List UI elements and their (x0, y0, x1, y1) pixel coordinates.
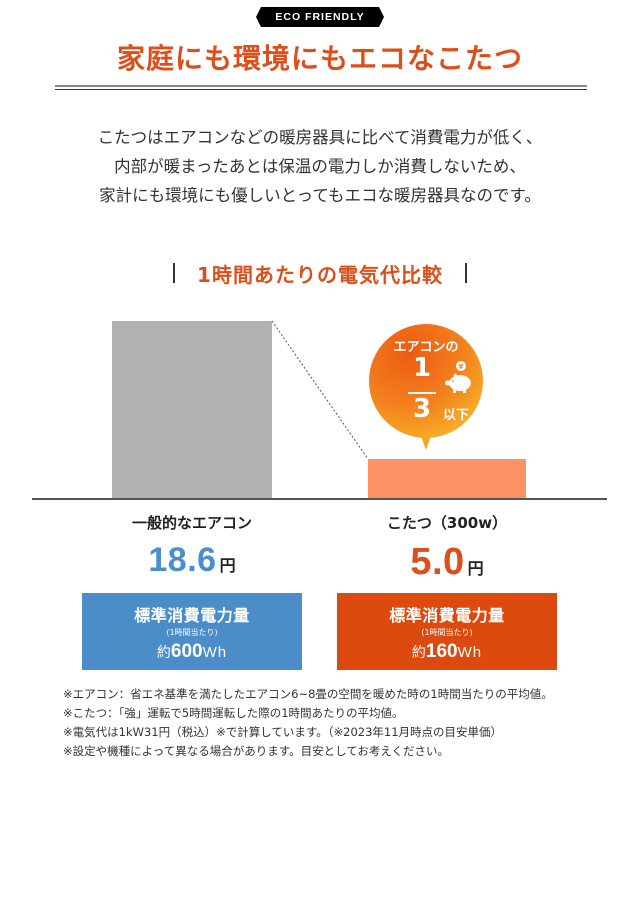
kotatsu-power-box: 標準消費電力量 (1時間当たり) 約160Wh (337, 593, 557, 670)
aircon-box-unit: Wh (202, 644, 228, 661)
aircon-cost-bar (112, 321, 272, 499)
fraction-bar (408, 392, 436, 394)
chart-baseline (32, 498, 607, 500)
footnote: ※こたつ：「強」運転で5時間運転した際の1時間あたりの平均値。 (63, 706, 404, 720)
aircon-power-box: 標準消費電力量 (1時間当たり) 約600Wh (82, 593, 302, 670)
aircon-box-subtitle: (1時間当たり) (166, 628, 218, 637)
section-heading-text: 1時間あたりの電気代比較 (197, 262, 443, 287)
kotatsu-box-value: 約160Wh (337, 641, 557, 663)
kotatsu-price: 5.0 円 (327, 541, 567, 585)
footnote: ※設定や機種によって異なる場合があります。目安としてお考えください。 (63, 744, 450, 758)
svg-text:¥: ¥ (459, 363, 464, 371)
footnotes: ※エアコン：省エネ基準を満たしたエアコン6~8畳の空間を暖めた時の1時間当たりの… (63, 685, 623, 761)
heading-right-bar (464, 263, 467, 283)
one-third-speech-bubble (369, 324, 483, 450)
kotatsu-box-number: 160 (425, 641, 458, 662)
page-title: 家庭にも環境にもエコなこたつ (116, 42, 523, 75)
section-heading: 1時間あたりの電気代比較 (0, 258, 640, 288)
fraction-numerator: 1 (412, 353, 432, 383)
kotatsu-box-prefix: 約 (411, 645, 426, 661)
kotatsu-price-unit: 円 (467, 559, 484, 578)
intro-line: こたつはエアコンなどの暖房器具に比べて消費電力が低く、 (97, 128, 543, 147)
aircon-box-prefix: 約 (156, 645, 171, 661)
fraction-suffix: 以下 (443, 408, 470, 423)
heading-left-bar (173, 263, 176, 283)
kotatsu-box-subtitle: (1時間当たり) (421, 628, 473, 637)
footnote: ※電気代は1kW31円（税込）※で計算しています。（※2023年11月時点の目安… (63, 725, 503, 739)
piggy-bank-yen-icon: ¥ (445, 361, 471, 393)
aircon-box-value: 約600Wh (82, 641, 302, 663)
title-double-rule (55, 85, 587, 90)
footnote: ※エアコン：省エネ基準を満たしたエアコン6~8畳の空間を暖めた時の1時間当たりの… (63, 687, 553, 701)
kotatsu-cost-bar (368, 459, 526, 499)
fraction-denominator: 3 (412, 394, 432, 424)
intro-line: 家計にも環境にも優しいとってもエコな暖房器具なのです。 (99, 186, 541, 205)
kotatsu-box-title: 標準消費電力量 (389, 606, 505, 625)
kotatsu-label: こたつ（300w） (386, 514, 508, 532)
kotatsu-box-unit: Wh (457, 644, 483, 661)
bubble-top-text: エアコンの (393, 340, 459, 355)
aircon-label: 一般的なエアコン (131, 514, 252, 532)
eco-friendly-badge: ECO FRIENDLY (256, 7, 384, 27)
aircon-price-value: 18.6 (148, 541, 217, 579)
intro-line: 内部が暖まったあとは保温の電力しか消費しないため、 (114, 157, 526, 176)
aircon-box-number: 600 (170, 641, 203, 662)
kotatsu-price-value: 5.0 (410, 541, 465, 583)
intro-paragraph: こたつはエアコンなどの暖房器具に比べて消費電力が低く、 内部が暖まったあとは保温… (0, 123, 640, 210)
badge-label: ECO FRIENDLY (275, 11, 365, 23)
aircon-box-title: 標準消費電力量 (134, 606, 250, 625)
aircon-price-unit: 円 (219, 556, 236, 575)
aircon-price: 18.6 円 (72, 541, 312, 585)
